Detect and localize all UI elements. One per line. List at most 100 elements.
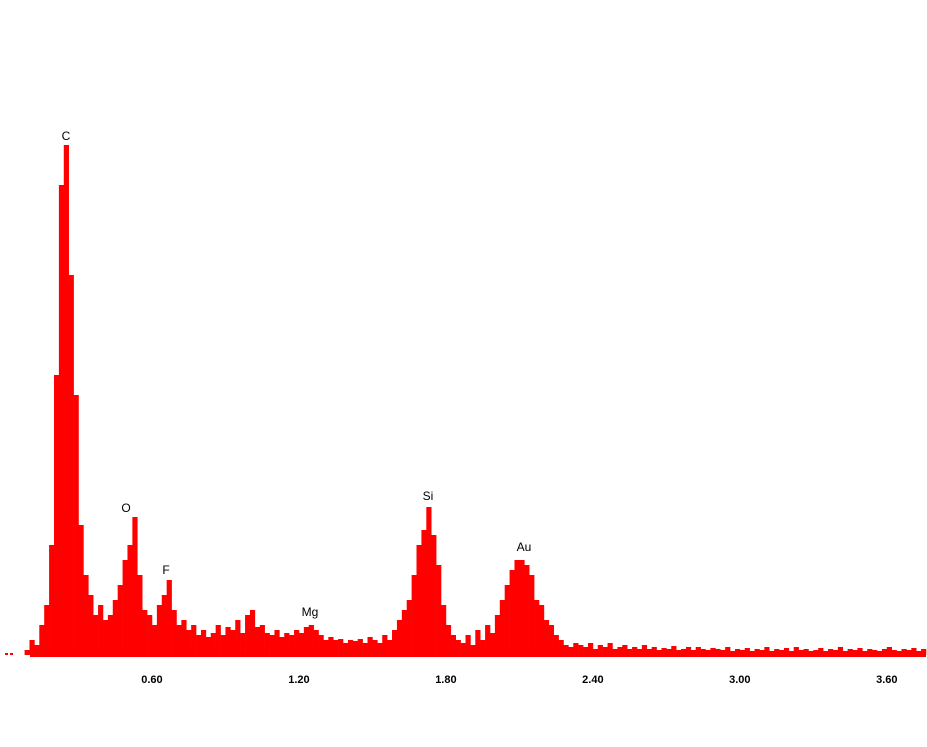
bar xyxy=(264,633,270,655)
bar xyxy=(29,640,35,655)
bar xyxy=(294,630,300,655)
bar xyxy=(489,633,496,655)
bar xyxy=(803,649,809,655)
bar xyxy=(166,580,172,655)
bar xyxy=(681,649,687,655)
bar xyxy=(847,649,853,655)
bar xyxy=(470,645,476,655)
bar xyxy=(338,639,344,655)
bar xyxy=(127,545,133,655)
bar xyxy=(93,615,99,655)
bar xyxy=(455,640,461,655)
bar xyxy=(641,645,648,655)
bar xyxy=(102,620,109,655)
bar xyxy=(328,637,334,655)
marker xyxy=(5,653,8,655)
bar xyxy=(774,649,780,655)
bar xyxy=(421,530,427,655)
bar xyxy=(436,565,442,655)
bar xyxy=(886,647,893,655)
bar xyxy=(494,615,501,655)
bar xyxy=(142,610,148,655)
bar xyxy=(88,595,94,655)
bar xyxy=(828,649,834,655)
bar xyxy=(524,565,530,655)
bar xyxy=(911,648,917,655)
bar xyxy=(259,625,265,655)
bar xyxy=(298,633,305,655)
bar xyxy=(289,635,295,655)
bar xyxy=(921,649,927,655)
bar xyxy=(416,545,422,655)
peak-label: Mg xyxy=(302,605,319,619)
bar xyxy=(573,643,579,655)
bar xyxy=(132,517,138,655)
bar xyxy=(426,507,432,655)
bar xyxy=(24,650,30,655)
bar xyxy=(690,650,697,655)
bar xyxy=(147,615,153,655)
bar xyxy=(156,605,163,655)
bar xyxy=(857,648,863,655)
bar xyxy=(548,625,554,655)
bar xyxy=(578,645,584,655)
bar xyxy=(636,649,643,655)
bar xyxy=(695,647,701,655)
bar xyxy=(63,145,69,655)
bar xyxy=(563,645,569,655)
bar xyxy=(98,605,104,655)
bar xyxy=(274,630,280,655)
bar xyxy=(308,625,314,655)
bar xyxy=(632,647,638,655)
bar xyxy=(220,635,226,655)
bar xyxy=(509,570,515,655)
bar xyxy=(583,647,589,655)
bar xyxy=(392,630,398,655)
bar xyxy=(793,647,799,655)
bar xyxy=(372,640,378,655)
bar xyxy=(107,615,114,655)
bar xyxy=(441,605,447,655)
bar xyxy=(347,640,354,655)
bar xyxy=(568,647,574,655)
bar xyxy=(445,625,452,655)
bar xyxy=(377,643,383,655)
bar xyxy=(196,635,202,655)
bar xyxy=(205,637,212,655)
bar xyxy=(362,643,368,655)
bar xyxy=(431,535,437,655)
bar xyxy=(396,620,403,655)
bar xyxy=(323,640,329,655)
bar xyxy=(602,647,608,655)
x-tick-label: 0.60 xyxy=(141,674,162,686)
bar xyxy=(68,275,74,655)
bar xyxy=(832,650,839,655)
bar xyxy=(538,605,545,655)
bar xyxy=(235,620,241,655)
bar xyxy=(891,650,897,655)
bar xyxy=(881,649,888,655)
bar xyxy=(387,640,393,655)
bar xyxy=(710,648,716,655)
bar xyxy=(867,649,873,655)
bar xyxy=(485,625,491,655)
bar xyxy=(465,635,471,655)
bar xyxy=(49,545,55,655)
bar xyxy=(230,630,236,655)
bar xyxy=(279,637,285,655)
bar xyxy=(151,625,158,655)
bar xyxy=(651,647,657,655)
bar xyxy=(685,647,692,655)
x-tick-label: 1.20 xyxy=(288,674,309,686)
bar xyxy=(240,633,246,655)
bar xyxy=(186,630,192,655)
bar xyxy=(117,585,123,655)
bar xyxy=(39,625,45,655)
bar xyxy=(210,633,216,655)
bar xyxy=(78,525,84,655)
bar xyxy=(269,635,275,655)
bar xyxy=(303,627,310,655)
bar xyxy=(656,650,662,655)
